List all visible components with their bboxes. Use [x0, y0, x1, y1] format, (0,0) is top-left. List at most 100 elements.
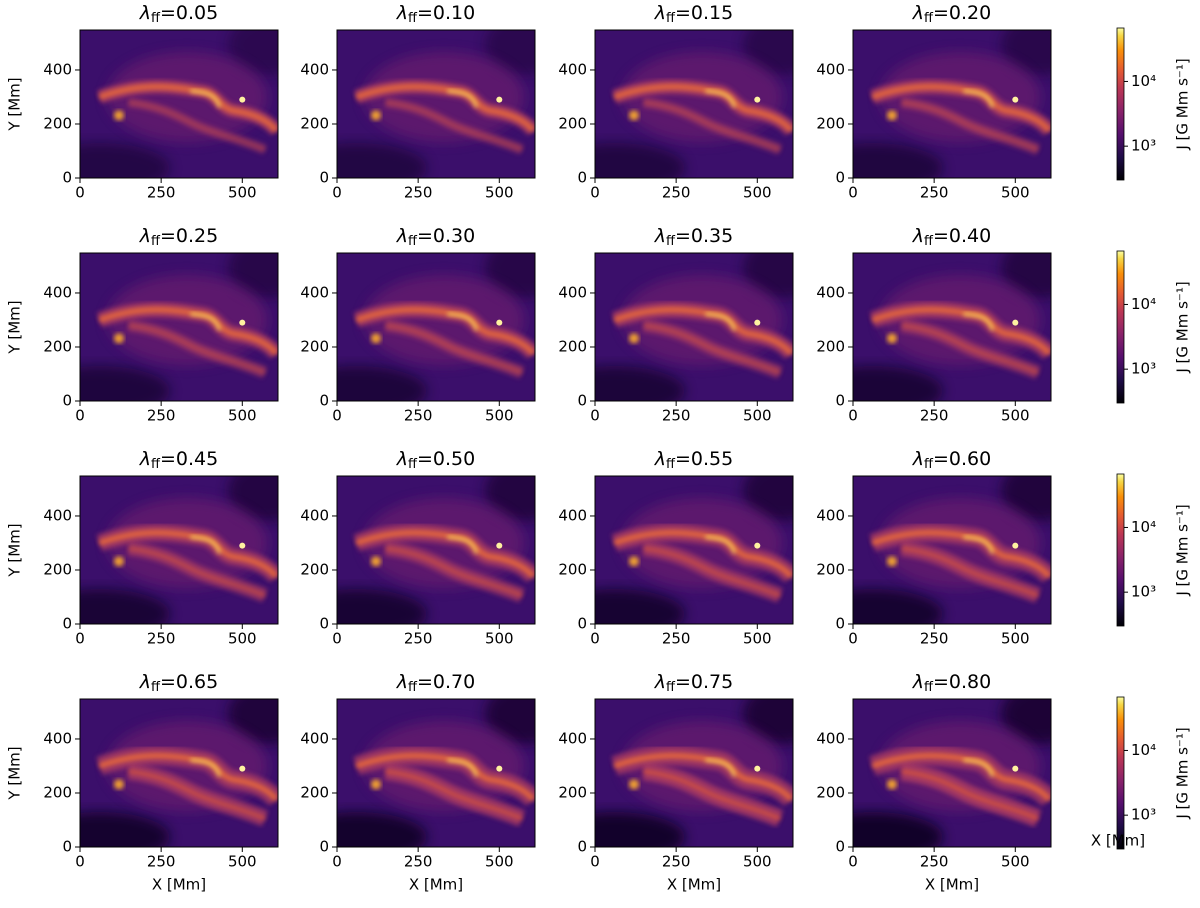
colorbar-tick-label: 10⁴: [1131, 741, 1156, 759]
title-text: =0.80: [933, 671, 991, 693]
x-tick-label: 500: [1001, 407, 1030, 425]
heatmap-core: [705, 535, 737, 554]
heatmap-dark: [337, 143, 427, 178]
heatmap-spot: [754, 96, 761, 103]
title-text: =0.40: [933, 225, 991, 247]
heatmap-spot: [1012, 542, 1019, 549]
heatmap-band: [643, 323, 781, 375]
title-text: =0.70: [417, 671, 475, 693]
x-tick-label: 0: [848, 853, 858, 871]
y-tick-label: 400: [43, 283, 72, 301]
colorbar-label: J [G Mm s⁻¹]: [1174, 58, 1192, 150]
heatmap-dark: [337, 366, 427, 401]
x-tick-label: 0: [590, 407, 600, 425]
x-axis-label: X [Mm]: [925, 876, 979, 894]
axes-frame: [336, 698, 536, 848]
x-tick-label: 0: [75, 184, 85, 202]
title-symbol: λ: [654, 448, 666, 470]
x-tick-label: 250: [662, 630, 691, 648]
axes-frame: [594, 698, 794, 848]
x-tick-label: 0: [332, 630, 342, 648]
x-axis-label: X [Mm]: [667, 876, 721, 894]
heatmap-spot: [370, 556, 381, 567]
panel-title: λff=0.60: [912, 448, 991, 472]
panel-title: λff=0.35: [654, 225, 733, 249]
title-subscript: ff: [666, 11, 676, 26]
y-tick-label: 0: [835, 169, 845, 187]
heatmap-band: [643, 100, 781, 152]
stray-x-label: X [Mm]: [1091, 832, 1145, 850]
y-tick-label: 400: [43, 60, 72, 78]
heatmap-spot: [239, 542, 246, 549]
y-tick-label: 200: [816, 783, 845, 801]
heatmap-spot: [628, 110, 639, 121]
title-symbol: λ: [654, 225, 666, 247]
y-tick-label: 400: [558, 729, 587, 747]
axes-frame: [79, 29, 279, 179]
y-tick-label: 0: [62, 838, 72, 856]
y-tick-label: 200: [558, 337, 587, 355]
y-tick-label: 0: [319, 392, 329, 410]
axes-frame: [594, 29, 794, 179]
heatmap-band: [643, 769, 781, 821]
y-tick-label: 0: [577, 615, 587, 633]
axes-frame: [852, 252, 1052, 402]
heatmap-dark: [853, 143, 943, 178]
x-tick-label: 0: [332, 853, 342, 871]
heatmap-spot: [628, 333, 639, 344]
title-subscript: ff: [151, 234, 161, 249]
panel-title: λff=0.70: [396, 671, 475, 695]
y-tick-label: 400: [816, 729, 845, 747]
heatmap-glow: [880, 51, 1041, 142]
heatmap-spot: [496, 96, 503, 103]
y-tick-label: 0: [835, 615, 845, 633]
heatmap-band: [128, 769, 266, 821]
y-tick-label: 200: [43, 560, 72, 578]
colorbar-tick-label: 10³: [1131, 806, 1156, 824]
axes-frame: [79, 252, 279, 402]
heatmap-dark: [80, 812, 170, 847]
x-tick-label: 0: [848, 407, 858, 425]
heatmap-spot: [113, 779, 124, 790]
y-tick-label: 200: [816, 114, 845, 132]
y-axis-label: Y [Mm]: [6, 523, 24, 577]
panel-title: λff=0.40: [912, 225, 991, 249]
colorbar-tick-label: 10³: [1131, 137, 1156, 155]
heatmap-spot: [628, 556, 639, 567]
x-tick-label: 500: [228, 853, 257, 871]
title-text: =0.65: [160, 671, 218, 693]
heatmap: [337, 476, 535, 624]
colorbar-tick-label: 10⁴: [1131, 295, 1156, 313]
axes-frame: [594, 252, 794, 402]
heatmap-dark: [853, 589, 943, 624]
colorbar-tick-label: 10³: [1131, 360, 1156, 378]
axes-frame: [336, 252, 536, 402]
x-tick-label: 250: [147, 853, 176, 871]
y-tick-label: 0: [319, 838, 329, 856]
x-axis-label: X [Mm]: [152, 876, 206, 894]
heatmap: [595, 30, 793, 178]
y-tick-label: 200: [43, 337, 72, 355]
y-tick-label: 400: [300, 506, 329, 524]
heatmap-spot: [496, 765, 503, 772]
colorbar: [1116, 473, 1125, 627]
title-symbol: λ: [654, 671, 666, 693]
x-tick-label: 250: [404, 630, 433, 648]
y-axis-label: Y [Mm]: [6, 77, 24, 131]
heatmap: [853, 30, 1051, 178]
heatmap-core: [190, 89, 222, 108]
heatmap: [595, 476, 793, 624]
title-symbol: λ: [139, 225, 151, 247]
x-tick-label: 250: [147, 407, 176, 425]
x-tick-label: 250: [920, 184, 949, 202]
panel-title: λff=0.20: [912, 2, 991, 26]
y-tick-label: 400: [300, 283, 329, 301]
x-tick-label: 250: [920, 407, 949, 425]
y-tick-label: 200: [300, 114, 329, 132]
title-symbol: λ: [396, 671, 408, 693]
title-subscript: ff: [151, 11, 161, 26]
x-tick-label: 500: [228, 630, 257, 648]
x-tick-label: 0: [590, 853, 600, 871]
title-text: =0.75: [675, 671, 733, 693]
heatmap-spot: [239, 765, 246, 772]
